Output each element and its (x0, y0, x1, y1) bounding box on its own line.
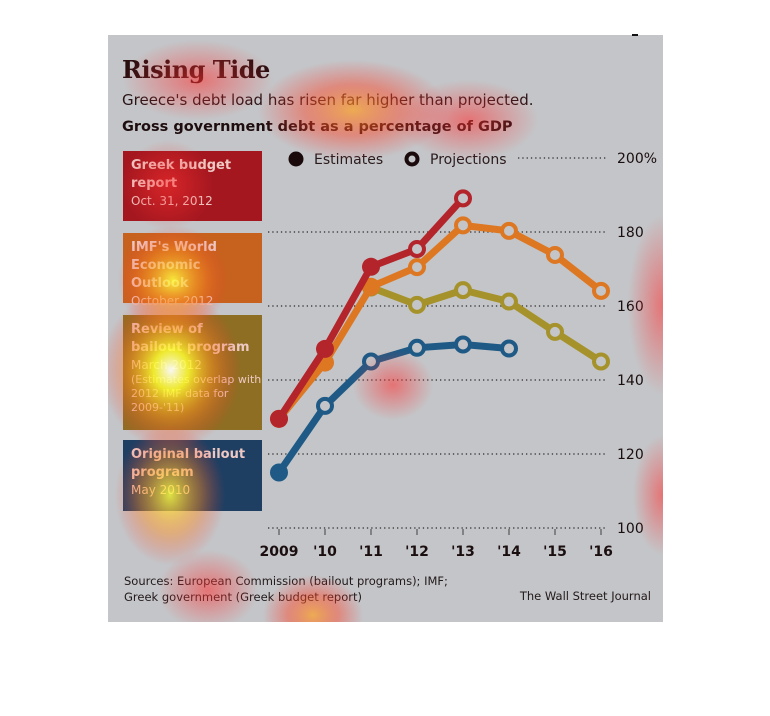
sources-note: Sources: European Commission (bailout pr… (124, 573, 448, 605)
chart-panel: Rising Tide Greece's debt load has risen… (108, 35, 663, 622)
x-tick-label: 2009 (260, 544, 299, 560)
x-tick-label: '13 (451, 544, 475, 560)
marker-legend: Estimates Projections (288, 151, 507, 168)
y-tick-label: 100 (617, 521, 644, 537)
data-point-estimate (362, 257, 380, 276)
data-point-estimate (316, 339, 334, 358)
projections-marker-icon (404, 151, 420, 167)
estimates-marker-icon (288, 151, 304, 167)
series-original-bailout-program-may-2010 (270, 335, 518, 482)
line-chart: 100 120 140 160 180 200% 2009 '10 '11 '12 '13 '14 '1… (260, 151, 658, 560)
data-point-projection (362, 352, 380, 371)
y-tick-label: 120 (617, 447, 644, 463)
data-point-projection (408, 338, 426, 357)
y-tick-label: 160 (617, 299, 644, 315)
data-point-projection (592, 281, 610, 300)
x-tick-label: '16 (589, 544, 613, 560)
x-tick-label: '15 (543, 544, 567, 560)
data-point-projection (454, 216, 472, 235)
corner-mark (632, 34, 638, 36)
y-tick-label: 140 (617, 373, 644, 389)
series-greek-budget-report-oct-31-2012 (270, 189, 472, 428)
data-point-projection (500, 292, 518, 311)
y-tick-label: 200% (617, 151, 657, 167)
data-point-projection (546, 322, 564, 341)
data-point-projection (454, 335, 472, 354)
series-lines (270, 189, 610, 482)
data-point-projection (500, 221, 518, 240)
y-tick-label: 180 (617, 225, 644, 241)
data-point-estimate (270, 409, 288, 428)
publisher-credit: The Wall Street Journal (519, 589, 651, 603)
data-point-projection (546, 245, 564, 264)
data-point-projection (592, 352, 610, 371)
data-point-projection (408, 295, 426, 314)
series-imf-s-world-economic-outlook-october-2012 (270, 216, 610, 428)
data-point-estimate (362, 277, 380, 296)
x-tick-label: '12 (405, 544, 429, 560)
data-point-projection (408, 240, 426, 259)
data-point-projection (316, 396, 334, 415)
x-tick-label: '14 (497, 544, 521, 560)
data-point-projection (454, 281, 472, 300)
data-point-estimate (270, 463, 288, 482)
legend-projections-label: Projections (430, 152, 507, 168)
sources-line-2: Greek government (Greek budget report) (124, 590, 362, 604)
legend-estimates-label: Estimates (314, 152, 383, 168)
sources-line-1: Sources: European Commission (bailout pr… (124, 574, 448, 588)
x-tick-label: '10 (313, 544, 337, 560)
data-point-projection (454, 189, 472, 208)
data-point-projection (500, 339, 518, 358)
data-point-projection (408, 258, 426, 277)
x-tick-label: '11 (359, 544, 383, 560)
